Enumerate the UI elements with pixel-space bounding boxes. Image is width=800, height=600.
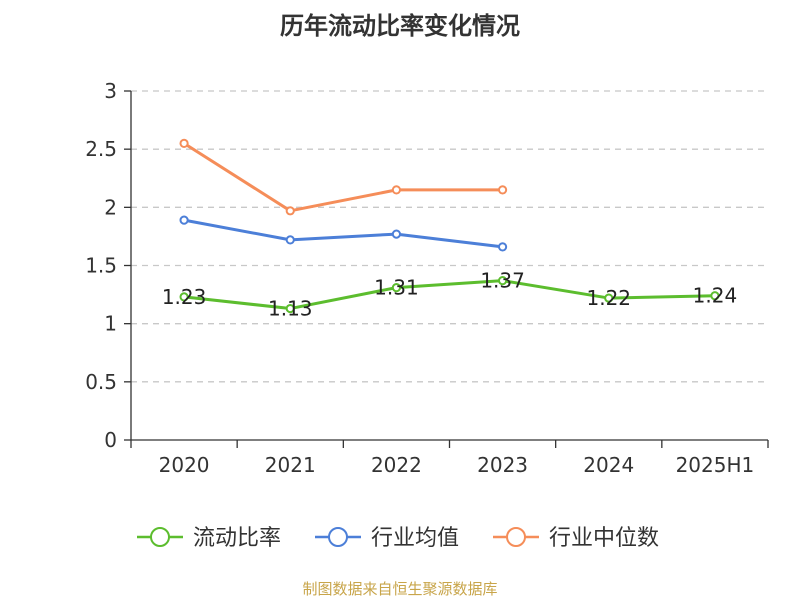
data-labels: 1.23 1.13 1.31 1.37 1.22 1.24 (162, 269, 737, 321)
y-tick-label: 0 (104, 428, 117, 452)
data-label: 1.13 (268, 297, 313, 321)
legend-item: 行业均值 (315, 526, 459, 551)
legend-swatch-marker (150, 527, 170, 547)
data-label: 1.22 (586, 286, 631, 310)
data-point (604, 293, 614, 303)
x-tick-label: 2021 (265, 453, 316, 477)
data-point (285, 206, 295, 216)
data-label: 1.37 (480, 269, 525, 293)
series-lines (179, 138, 720, 314)
grid-lines (131, 90, 768, 383)
data-point (285, 303, 295, 314)
data-point (497, 242, 508, 252)
data-label: 1.24 (693, 284, 738, 308)
x-tick-label: 2023 (477, 453, 528, 477)
series-line (183, 218, 503, 249)
data-label: 1.23 (162, 285, 207, 309)
x-tick-label: 2024 (583, 453, 634, 477)
data-point (285, 235, 295, 245)
y-tick-label: 0.5 (85, 370, 117, 394)
y-tick-label: 1 (104, 312, 117, 336)
legend-item: 流动比率 (137, 526, 281, 551)
data-point (179, 292, 189, 302)
legend-label: 行业中位数 (549, 526, 659, 551)
series-line (183, 142, 503, 213)
x-tick-label: 2022 (371, 453, 422, 477)
series-line (183, 279, 715, 311)
x-tick-label: 2020 (159, 453, 210, 477)
source-note: 制图数据来自恒生聚源数据库 (302, 580, 498, 598)
data-point (497, 276, 508, 286)
data-point (710, 291, 720, 301)
legend-swatch-marker (328, 527, 348, 547)
legend-swatch-marker (506, 527, 526, 547)
chart-title: 历年流动比率变化情况 (280, 12, 520, 40)
y-tick-label: 3 (104, 79, 117, 103)
data-point (391, 283, 402, 293)
x-tick-label: 2025H1 (676, 453, 755, 477)
legend-label: 行业均值 (371, 526, 459, 551)
data-point (497, 185, 508, 195)
y-tick-label: 2.5 (85, 137, 117, 161)
data-point (179, 215, 189, 225)
data-point (179, 138, 189, 148)
data-point (391, 185, 402, 195)
y-tick-label: 2 (104, 195, 117, 219)
data-point (391, 229, 402, 239)
legend-item: 行业中位数 (493, 526, 659, 551)
axes: 0 0.5 1 1.5 2 2.5 3 2020 2021 2022 2023 2024 2025H1 (85, 79, 769, 477)
data-label: 1.31 (374, 276, 419, 300)
legend: 流动比率 行业均值 行业中位数 (137, 526, 659, 551)
y-tick-label: 1.5 (85, 254, 117, 278)
legend-label: 流动比率 (193, 526, 281, 551)
